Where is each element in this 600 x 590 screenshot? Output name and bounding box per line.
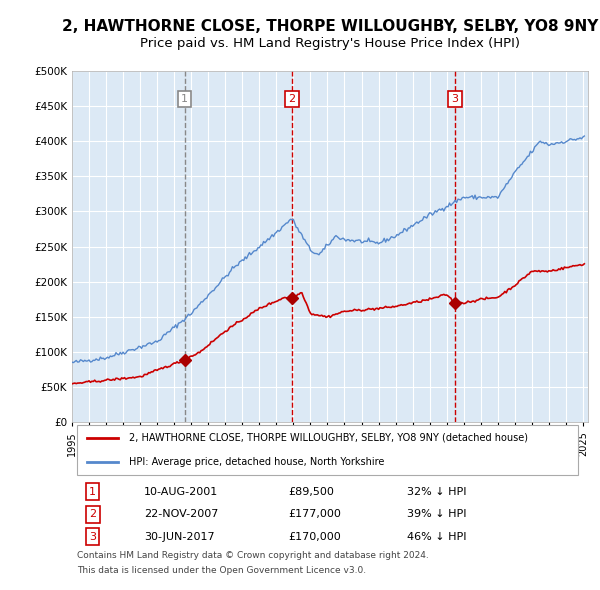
Text: 2: 2 — [89, 509, 96, 519]
Text: 1: 1 — [181, 94, 188, 104]
Text: 10-AUG-2001: 10-AUG-2001 — [144, 487, 218, 497]
Text: 30-JUN-2017: 30-JUN-2017 — [144, 532, 215, 542]
Text: 2: 2 — [288, 94, 295, 104]
Text: 22-NOV-2007: 22-NOV-2007 — [144, 509, 218, 519]
Text: £89,500: £89,500 — [289, 487, 335, 497]
Text: 2, HAWTHORNE CLOSE, THORPE WILLOUGHBY, SELBY, YO8 9NY (detached house): 2, HAWTHORNE CLOSE, THORPE WILLOUGHBY, S… — [129, 433, 528, 443]
Text: 3: 3 — [452, 94, 458, 104]
Text: 2, HAWTHORNE CLOSE, THORPE WILLOUGHBY, SELBY, YO8 9NY: 2, HAWTHORNE CLOSE, THORPE WILLOUGHBY, S… — [62, 19, 598, 34]
FancyBboxPatch shape — [77, 425, 578, 475]
Text: This data is licensed under the Open Government Licence v3.0.: This data is licensed under the Open Gov… — [77, 566, 366, 575]
Text: HPI: Average price, detached house, North Yorkshire: HPI: Average price, detached house, Nort… — [129, 457, 384, 467]
Text: 3: 3 — [89, 532, 96, 542]
Text: 32% ↓ HPI: 32% ↓ HPI — [407, 487, 467, 497]
Text: Contains HM Land Registry data © Crown copyright and database right 2024.: Contains HM Land Registry data © Crown c… — [77, 551, 429, 560]
Text: 39% ↓ HPI: 39% ↓ HPI — [407, 509, 467, 519]
Text: £177,000: £177,000 — [289, 509, 341, 519]
Text: 46% ↓ HPI: 46% ↓ HPI — [407, 532, 467, 542]
Text: 1: 1 — [89, 487, 96, 497]
Text: Price paid vs. HM Land Registry's House Price Index (HPI): Price paid vs. HM Land Registry's House … — [140, 37, 520, 50]
Text: £170,000: £170,000 — [289, 532, 341, 542]
